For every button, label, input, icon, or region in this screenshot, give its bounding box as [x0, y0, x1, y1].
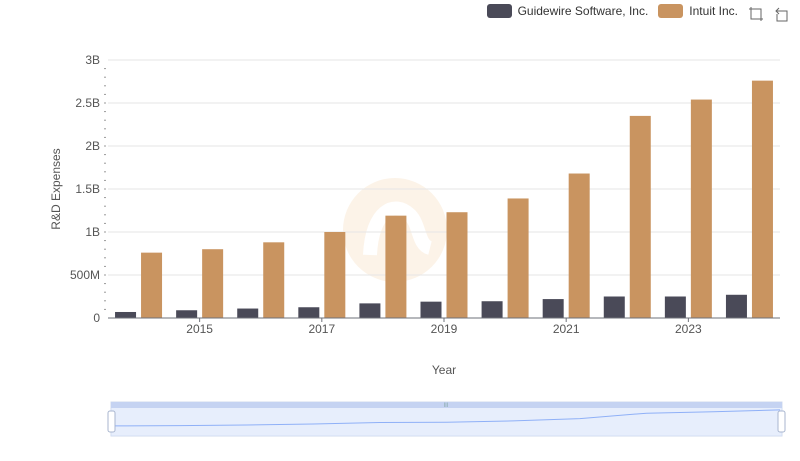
x-axis-ticks: 2015 2017 2019 2021 2023 — [186, 318, 702, 336]
y-tick-label: 500M — [70, 268, 100, 282]
data-zoom-slider[interactable]: III — [107, 401, 786, 437]
y-tick-label: 3B — [85, 53, 100, 67]
bar-intuit-2014 — [141, 252, 163, 318]
x-tick-label: 2021 — [553, 322, 580, 336]
x-tick-label: 2015 — [186, 322, 213, 336]
bar-series — [115, 80, 773, 319]
y-tick-label: 2B — [85, 139, 100, 153]
bar-intuit-2019 — [446, 212, 468, 318]
legend-label-intuit: Intuit Inc. — [689, 4, 738, 18]
bar-guidewire-2020 — [481, 301, 503, 318]
x-tick-label: 2023 — [675, 322, 702, 336]
bar-intuit-2023 — [690, 99, 712, 318]
bar-intuit-2018 — [385, 215, 407, 318]
chart-legend: Guidewire Software, Inc. Intuit Inc. — [486, 4, 738, 18]
legend-item-guidewire[interactable]: Guidewire Software, Inc. — [486, 4, 649, 18]
bar-guidewire-2014 — [115, 311, 137, 318]
bar-guidewire-2015 — [176, 310, 198, 318]
bar-guidewire-2016 — [237, 308, 259, 318]
restore-icon[interactable] — [774, 6, 790, 22]
y-tick-label: 1.5B — [75, 182, 100, 196]
bar-guidewire-2019 — [420, 301, 442, 318]
bar-guidewire-2022 — [603, 296, 625, 318]
bar-intuit-2017 — [324, 232, 346, 318]
slider-handle-left[interactable] — [107, 410, 116, 433]
bar-intuit-2015 — [202, 249, 224, 318]
y-axis-ticks: 0 500M 1B 1.5B 2B 2.5B 3B — [70, 53, 100, 325]
slider-preview-line — [112, 409, 781, 427]
legend-swatch-guidewire — [486, 4, 512, 18]
x-tick-label: 2019 — [431, 322, 458, 336]
bar-intuit-2016 — [263, 242, 285, 318]
y-tick-label: 0 — [93, 311, 100, 325]
slider-handle-right[interactable] — [777, 410, 786, 433]
zoom-icon[interactable] — [748, 6, 764, 22]
bar-guidewire-2021 — [542, 299, 564, 318]
x-tick-label: 2017 — [308, 322, 335, 336]
legend-item-intuit[interactable]: Intuit Inc. — [658, 4, 738, 18]
bar-guidewire-2018 — [359, 303, 381, 318]
bar-intuit-2024 — [751, 80, 773, 318]
chart-toolbox — [748, 6, 790, 22]
legend-label-guidewire: Guidewire Software, Inc. — [517, 4, 649, 18]
legend-swatch-intuit — [658, 4, 684, 18]
bar-intuit-2021 — [568, 173, 590, 318]
y-axis-minor-ticks — [104, 68, 106, 310]
y-tick-label: 1B — [85, 225, 100, 239]
bar-guidewire-2024 — [725, 294, 747, 318]
slider-grip[interactable]: III — [443, 403, 448, 409]
bar-intuit-2020 — [507, 198, 529, 318]
slider-top-bar[interactable] — [111, 402, 782, 408]
bar-guidewire-2017 — [298, 307, 320, 318]
bar-guidewire-2023 — [664, 296, 686, 318]
x-axis-title: Year — [432, 363, 456, 377]
y-tick-label: 2.5B — [75, 96, 100, 110]
y-axis-title: R&D Expenses — [49, 148, 63, 229]
bar-intuit-2022 — [629, 115, 651, 319]
